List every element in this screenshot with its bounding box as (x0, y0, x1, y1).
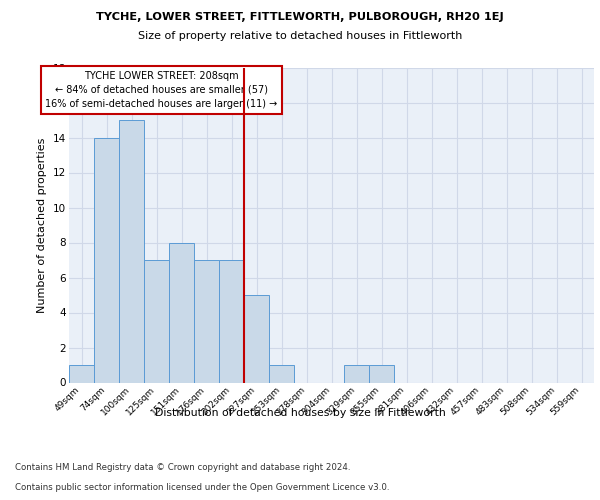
Bar (169, 242, 194, 382)
Bar (219, 260, 244, 382)
Text: Distribution of detached houses by size in Fittleworth: Distribution of detached houses by size … (155, 408, 445, 418)
Bar (94, 138, 119, 382)
Y-axis label: Number of detached properties: Number of detached properties (37, 138, 47, 312)
Bar (244, 295, 269, 382)
Text: TYCHE, LOWER STREET, FITTLEWORTH, PULBOROUGH, RH20 1EJ: TYCHE, LOWER STREET, FITTLEWORTH, PULBOR… (96, 12, 504, 22)
Bar (194, 260, 219, 382)
Bar (344, 365, 369, 382)
Text: TYCHE LOWER STREET: 208sqm
← 84% of detached houses are smaller (57)
16% of semi: TYCHE LOWER STREET: 208sqm ← 84% of deta… (46, 71, 278, 109)
Bar (69, 365, 94, 382)
Bar (369, 365, 394, 382)
Bar (269, 365, 294, 382)
Text: Contains public sector information licensed under the Open Government Licence v3: Contains public sector information licen… (15, 484, 389, 492)
Bar (144, 260, 169, 382)
Text: Size of property relative to detached houses in Fittleworth: Size of property relative to detached ho… (138, 31, 462, 41)
Bar (119, 120, 144, 382)
Text: Contains HM Land Registry data © Crown copyright and database right 2024.: Contains HM Land Registry data © Crown c… (15, 464, 350, 472)
